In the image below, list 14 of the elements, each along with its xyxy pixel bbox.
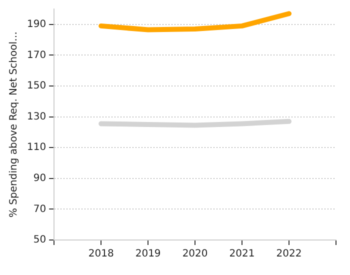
x-tick-label: 2020 — [182, 248, 208, 260]
y-axis-title: % Spending above Req. Net School… — [8, 32, 20, 218]
x-tick-label: 2019 — [135, 248, 161, 260]
y-tick-label: 190 — [26, 18, 46, 30]
y-tick-label: 150 — [26, 80, 46, 92]
y-tick-label: 110 — [26, 142, 46, 154]
x-tick-label: 2018 — [88, 248, 114, 260]
y-tick-label: 50 — [33, 234, 46, 246]
y-tick-label: 70 — [33, 204, 46, 215]
x-tick-label: 2021 — [229, 248, 255, 260]
y-tick-label: 170 — [26, 50, 46, 61]
y-tick-label: 130 — [26, 111, 46, 122]
x-tick-label: 2022 — [276, 248, 302, 260]
y-tick-label: 90 — [33, 172, 46, 184]
